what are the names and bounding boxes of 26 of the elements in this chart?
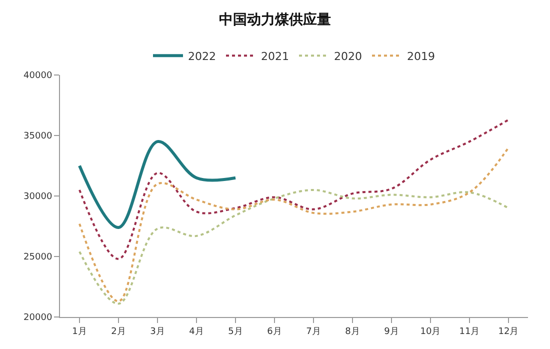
- x-tick-label: 1月: [72, 326, 87, 337]
- x-tick-label: 8月: [345, 326, 360, 337]
- x-tick-label: 3月: [150, 326, 165, 337]
- x-tick-label: 10月: [420, 326, 441, 337]
- x-tick-label: 9月: [384, 326, 399, 337]
- y-tick-label: 40000: [24, 71, 52, 82]
- line-series: [78, 118, 510, 260]
- line-series: [78, 188, 510, 305]
- legend-label: 2019: [407, 50, 435, 63]
- legend-label: 2022: [188, 50, 216, 63]
- x-tick-label: 12月: [498, 326, 519, 337]
- legend-label: 2021: [261, 50, 289, 63]
- y-tick-label: 35000: [24, 132, 52, 142]
- legend-label: 2020: [334, 50, 362, 63]
- x-tick-label: 11月: [459, 326, 480, 337]
- line-series: [78, 146, 510, 302]
- x-tick-label: 5月: [228, 326, 243, 337]
- chart-title: 中国动力煤供应量: [219, 10, 331, 28]
- line-series: [78, 140, 237, 229]
- y-tick-label: 20000: [24, 313, 52, 324]
- x-tick-label: 2月: [111, 326, 126, 337]
- x-tick-label: 7月: [306, 326, 321, 337]
- y-tick-label: 30000: [24, 192, 52, 202]
- y-tick-label: 25000: [24, 252, 52, 263]
- x-tick-label: 4月: [189, 326, 204, 337]
- x-tick-label: 6月: [267, 326, 282, 337]
